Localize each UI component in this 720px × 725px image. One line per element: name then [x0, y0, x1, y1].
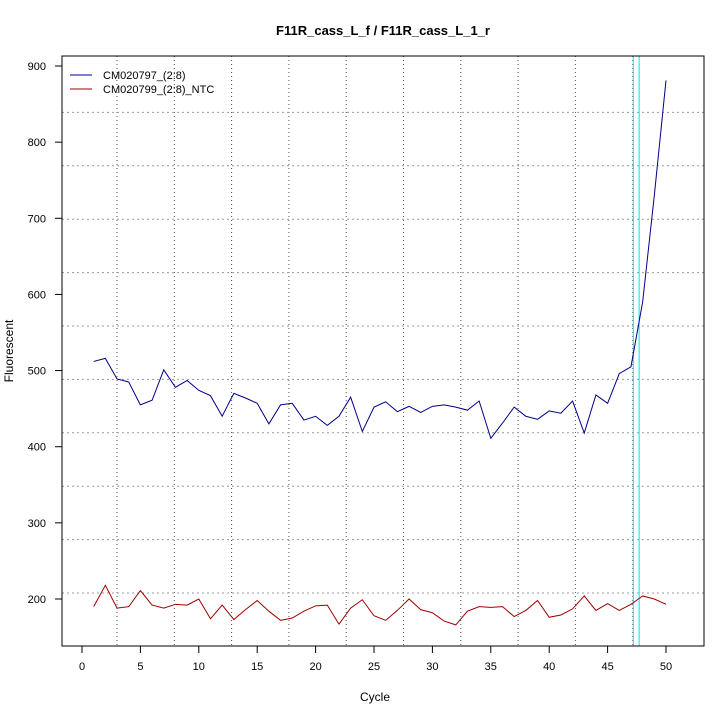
y-axis: 200 300 400 500 600 700 800 900: [28, 61, 63, 606]
x-tick-label: 25: [368, 661, 380, 673]
y-tick-label: 300: [28, 518, 46, 530]
x-tick-label: 15: [251, 661, 263, 673]
x-tick-label: 10: [193, 661, 205, 673]
x-tick-label: 5: [137, 661, 143, 673]
legend-label-2: CM020799_(2:8)_NTC: [103, 84, 214, 96]
chart-title: F11R_cass_L_f / F11R_cass_L_1_r: [276, 23, 490, 38]
x-tick-label: 30: [426, 661, 438, 673]
series-line-1: [93, 80, 667, 440]
x-axis-label: Cycle: [360, 690, 390, 704]
x-tick-label: 40: [543, 661, 555, 673]
y-tick-label: 500: [28, 366, 46, 378]
x-tick-label: 35: [485, 661, 497, 673]
x-axis: 0 5 10 15 20 25 30 35 40 45 50: [79, 645, 672, 673]
y-tick-label: 200: [28, 594, 46, 606]
grid: [62, 56, 704, 646]
y-tick-label: 400: [28, 442, 46, 454]
x-tick-label: 45: [601, 661, 613, 673]
y-tick-label: 600: [28, 289, 46, 301]
x-tick-label: 20: [309, 661, 321, 673]
y-tick-label: 800: [28, 137, 46, 149]
x-tick-label: 50: [660, 661, 672, 673]
y-tick-label: 700: [28, 213, 46, 225]
y-axis-label: Fluorescent: [2, 319, 16, 382]
series-lines: [93, 80, 667, 626]
series-line-2: [93, 584, 667, 626]
plot-frame: [61, 55, 705, 647]
threshold-lines: [632, 56, 640, 646]
x-tick-label: 0: [79, 661, 85, 673]
y-tick-label: 900: [28, 61, 46, 73]
legend: CM020797_(2:8) CM020799_(2:8)_NTC: [70, 70, 214, 96]
legend-label-1: CM020797_(2:8): [103, 70, 186, 82]
